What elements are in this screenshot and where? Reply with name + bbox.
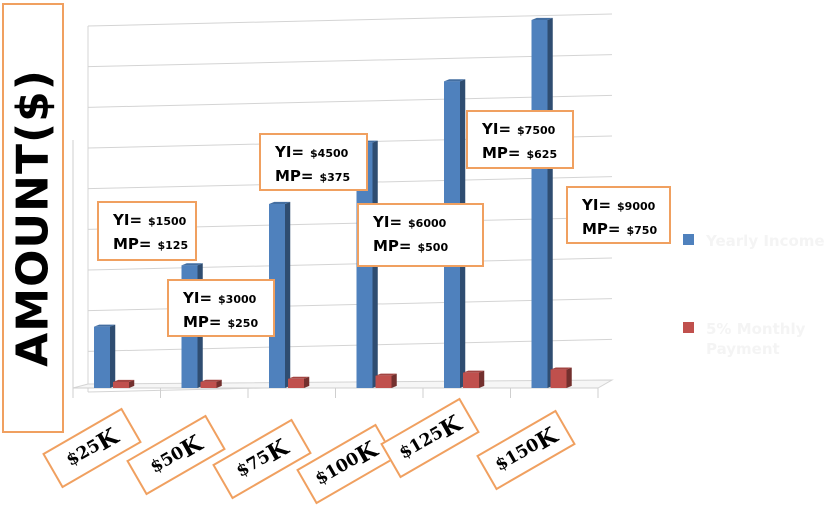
annotation-mp-value: $500 <box>417 241 449 254</box>
annotation-mp-value: $625 <box>526 148 558 161</box>
bar-income-top <box>444 79 466 82</box>
bar-payment <box>288 378 304 388</box>
annotation-75k: YI= $4500 MP= $375 <box>259 133 368 191</box>
bar-payment-side <box>391 373 397 388</box>
annotation-mp-label: MP= <box>113 235 152 253</box>
gridline <box>87 94 613 108</box>
bar-payment-top <box>200 379 222 382</box>
legend-swatch-income <box>683 234 694 245</box>
bar-payment-side <box>304 376 310 388</box>
bar-income-side <box>547 17 553 389</box>
bar-payment-top <box>288 376 310 379</box>
legend-item-payment: 5% Monthly Payment <box>683 319 830 359</box>
bar-income-top <box>269 201 291 204</box>
legend-label-payment: 5% Monthly Payment <box>706 320 806 358</box>
annotation-100k: YI= $6000 MP= $500 <box>357 203 484 267</box>
y-axis-label: AMOUNT($) <box>7 69 59 367</box>
gridline <box>87 257 613 271</box>
annotation-mp-value: $125 <box>157 239 189 252</box>
y-axis-label-box: AMOUNT($) <box>2 3 64 433</box>
bar-payment-side <box>479 370 485 388</box>
bar-income <box>269 204 285 388</box>
bar-payment <box>113 382 129 388</box>
bar-payment-top <box>550 367 572 370</box>
annotation-yi-label: YI= <box>373 213 403 231</box>
legend-item-income: Yearly Income <box>683 231 830 251</box>
bar-payment <box>463 372 479 388</box>
annotation-mp-label: MP= <box>482 144 521 162</box>
chart-floor <box>72 379 614 389</box>
annotation-yi-value: $3000 <box>218 293 257 306</box>
gridline <box>87 13 613 27</box>
annotation-yi-value: $7500 <box>517 124 556 137</box>
legend-label-income: Yearly Income <box>706 232 825 250</box>
gridline <box>87 338 613 352</box>
bar-income-top <box>94 324 116 327</box>
bar-payment-side <box>216 379 222 388</box>
bar-payment-top <box>463 370 485 373</box>
bar-income-top <box>181 263 203 266</box>
annotation-mp-value: $375 <box>319 171 351 184</box>
bar-payment <box>550 369 567 388</box>
annotation-yi-label: YI= <box>275 143 305 161</box>
annotation-mp-label: MP= <box>373 237 412 255</box>
bar-income-top <box>531 17 553 20</box>
annotation-150k: YI= $9000 MP= $750 <box>566 186 671 244</box>
annotation-50k: YI= $3000 MP= $250 <box>167 279 275 337</box>
bar-income <box>531 20 548 388</box>
bar-payment <box>200 381 217 388</box>
bar-income-side <box>285 201 291 388</box>
annotation-yi-label: YI= <box>582 196 612 214</box>
annotation-yi-value: $6000 <box>408 217 447 230</box>
bar-payment-side <box>566 367 572 388</box>
bar-income-side <box>110 324 116 388</box>
annotation-yi-label: YI= <box>113 211 143 229</box>
annotation-125k: YI= $7500 MP= $625 <box>466 110 574 169</box>
annotation-yi-label: YI= <box>183 289 213 307</box>
annotation-mp-value: $250 <box>227 317 259 330</box>
bar-payment-top <box>375 373 397 376</box>
annotation-mp-label: MP= <box>183 313 222 331</box>
annotation-25k: YI= $1500 MP= $125 <box>97 201 197 261</box>
annotation-yi-value: $1500 <box>148 215 187 228</box>
gridline <box>87 54 613 68</box>
bar-income <box>94 326 110 388</box>
annotation-mp-value: $750 <box>626 224 658 237</box>
bar-payment <box>375 375 392 388</box>
bar-payment-top <box>113 379 135 382</box>
annotation-yi-value: $4500 <box>310 147 349 160</box>
legend-swatch-payment <box>683 322 694 333</box>
annotation-mp-label: MP= <box>275 167 314 185</box>
annotation-yi-value: $9000 <box>617 200 656 213</box>
annotation-mp-label: MP= <box>582 220 621 238</box>
annotation-yi-label: YI= <box>482 120 512 138</box>
bar-payment-side <box>129 379 135 388</box>
